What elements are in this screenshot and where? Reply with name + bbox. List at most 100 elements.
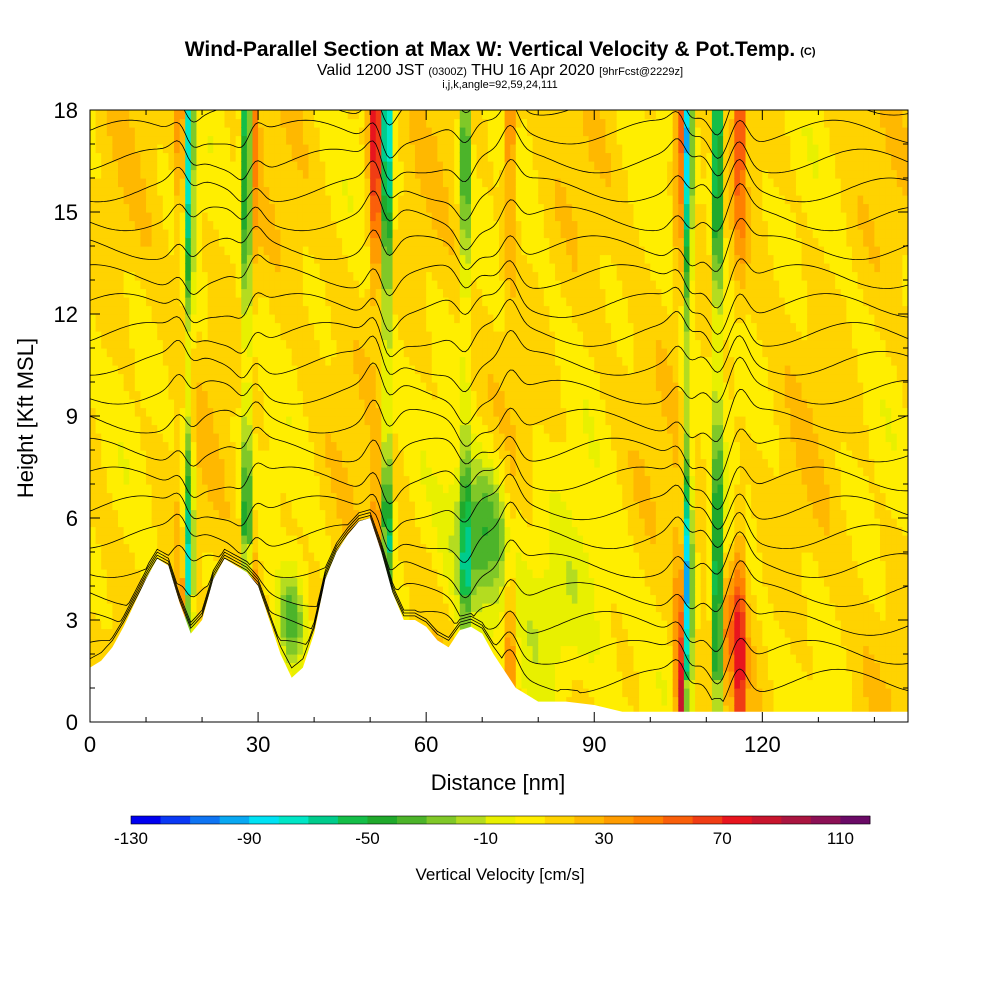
velocity-cell bbox=[230, 212, 237, 222]
velocity-cell bbox=[465, 603, 472, 613]
velocity-cell bbox=[442, 212, 450, 222]
velocity-cell bbox=[336, 297, 343, 307]
velocity-cell bbox=[185, 594, 192, 604]
velocity-cell bbox=[129, 390, 136, 400]
velocity-cell bbox=[280, 569, 287, 579]
velocity-cell bbox=[230, 356, 237, 366]
velocity-cell bbox=[162, 169, 170, 179]
velocity-cell bbox=[274, 560, 282, 570]
velocity-cell bbox=[185, 297, 192, 307]
velocity-cell bbox=[146, 339, 153, 349]
velocity-cell bbox=[381, 458, 388, 468]
velocity-cell bbox=[129, 433, 136, 443]
velocity-cell bbox=[392, 331, 399, 341]
velocity-cell bbox=[258, 399, 265, 409]
velocity-cell bbox=[336, 518, 343, 528]
velocity-cell bbox=[185, 203, 192, 213]
velocity-cell bbox=[297, 645, 304, 655]
velocity-cell bbox=[263, 195, 270, 205]
velocity-cell bbox=[263, 594, 270, 604]
velocity-cell bbox=[336, 407, 343, 417]
velocity-cell bbox=[392, 535, 399, 545]
velocity-cell bbox=[470, 526, 478, 536]
velocity-cell bbox=[106, 246, 114, 256]
velocity-cell bbox=[190, 322, 198, 332]
velocity-cell bbox=[302, 110, 310, 120]
velocity-cell bbox=[224, 348, 231, 358]
velocity-cell bbox=[140, 356, 147, 366]
velocity-cell bbox=[291, 628, 298, 638]
velocity-cell bbox=[263, 229, 270, 239]
velocity-cell bbox=[230, 348, 237, 358]
velocity-cell bbox=[280, 450, 287, 460]
velocity-cell bbox=[330, 195, 338, 205]
velocity-cell bbox=[258, 280, 265, 290]
velocity-cell bbox=[308, 416, 315, 426]
velocity-cell bbox=[224, 424, 231, 434]
velocity-cell bbox=[241, 297, 248, 307]
velocity-cell bbox=[414, 118, 422, 128]
velocity-cell bbox=[448, 552, 455, 562]
velocity-cell bbox=[286, 526, 293, 536]
velocity-cell bbox=[286, 280, 293, 290]
velocity-cell bbox=[442, 450, 450, 460]
velocity-cell bbox=[358, 501, 366, 511]
velocity-cell bbox=[140, 297, 147, 307]
velocity-cell bbox=[470, 280, 478, 290]
velocity-cell bbox=[258, 492, 265, 502]
velocity-cell bbox=[347, 416, 354, 426]
velocity-cell bbox=[358, 135, 366, 145]
velocity-cell bbox=[431, 458, 438, 468]
velocity-cell bbox=[414, 382, 422, 392]
velocity-cell bbox=[118, 373, 125, 383]
velocity-cell bbox=[398, 356, 405, 366]
velocity-cell bbox=[353, 492, 360, 502]
velocity-cell bbox=[308, 178, 315, 188]
velocity-cell bbox=[409, 594, 416, 604]
velocity-cell bbox=[118, 135, 125, 145]
velocity-cell bbox=[297, 628, 304, 638]
velocity-cell bbox=[162, 203, 170, 213]
velocity-cell bbox=[218, 365, 226, 375]
velocity-cell bbox=[314, 441, 321, 451]
velocity-cell bbox=[437, 373, 444, 383]
velocity-cell bbox=[286, 603, 293, 613]
velocity-cell bbox=[386, 263, 394, 273]
velocity-cell bbox=[459, 560, 466, 570]
velocity-cell bbox=[386, 348, 394, 358]
velocity-cell bbox=[437, 484, 444, 494]
velocity-cell bbox=[157, 169, 164, 179]
velocity-cell bbox=[90, 450, 97, 460]
velocity-cell bbox=[414, 169, 422, 179]
velocity-cell bbox=[190, 611, 198, 621]
velocity-cell bbox=[297, 458, 304, 468]
velocity-cell bbox=[218, 271, 226, 281]
velocity-cell bbox=[431, 467, 438, 477]
velocity-cell bbox=[168, 433, 175, 443]
velocity-cell bbox=[353, 501, 360, 511]
velocity-cell bbox=[134, 535, 142, 545]
velocity-cell bbox=[308, 484, 315, 494]
velocity-cell bbox=[263, 178, 270, 188]
velocity-cell bbox=[420, 144, 427, 154]
velocity-cell bbox=[95, 399, 102, 409]
velocity-cell bbox=[437, 220, 444, 230]
velocity-cell bbox=[123, 254, 130, 264]
velocity-cell bbox=[252, 399, 259, 409]
velocity-cell bbox=[140, 484, 147, 494]
velocity-cell bbox=[213, 467, 220, 477]
velocity-cell bbox=[235, 373, 242, 383]
velocity-cell bbox=[269, 577, 276, 587]
velocity-cell bbox=[297, 212, 304, 222]
velocity-cell bbox=[286, 246, 293, 256]
velocity-cell bbox=[314, 560, 321, 570]
velocity-cell bbox=[342, 314, 349, 324]
velocity-cell bbox=[101, 509, 108, 519]
velocity-cell bbox=[230, 509, 237, 519]
velocity-cell bbox=[319, 186, 326, 196]
velocity-cell bbox=[196, 407, 203, 417]
velocity-cell bbox=[448, 305, 455, 315]
velocity-cell bbox=[336, 458, 343, 468]
velocity-cell bbox=[308, 552, 315, 562]
velocity-cell bbox=[364, 229, 371, 239]
